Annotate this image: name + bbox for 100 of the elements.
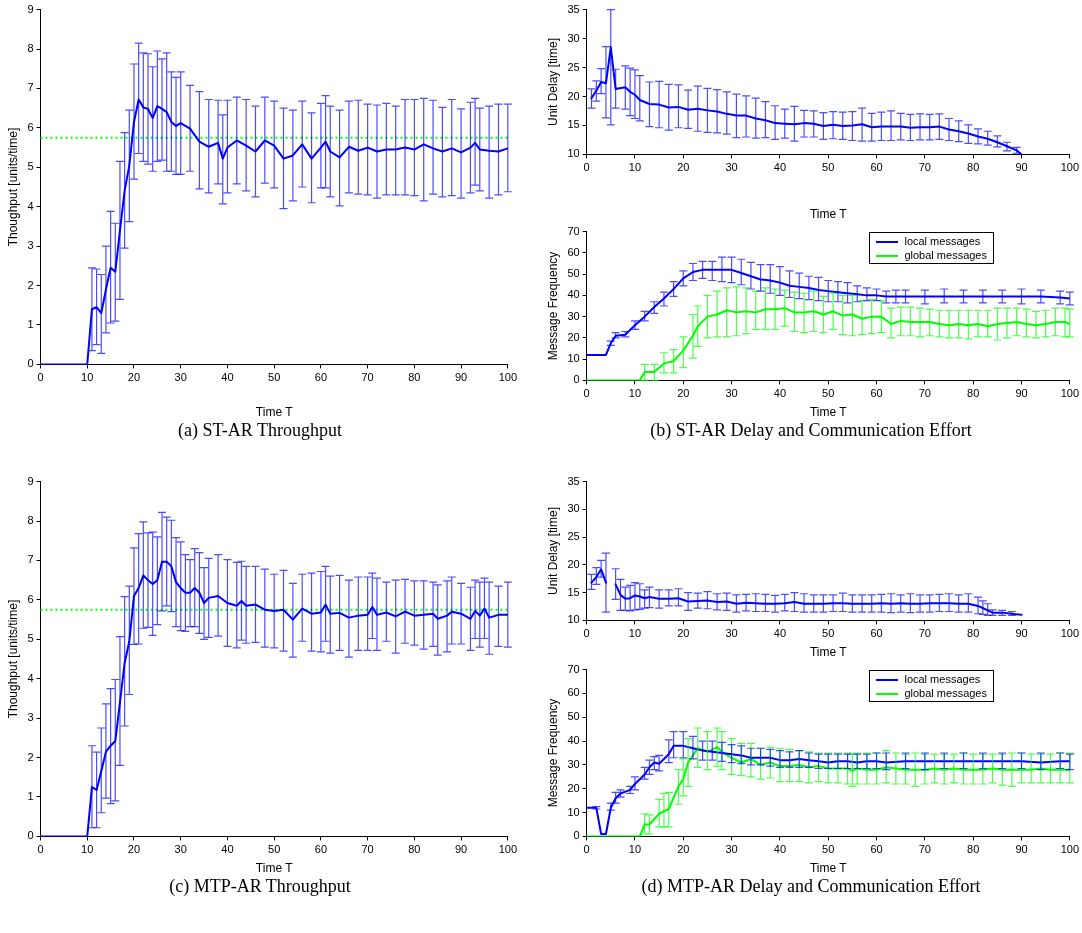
x-tick-label: 100 <box>1060 627 1079 640</box>
x-tick-label: 70 <box>918 387 931 400</box>
text: (d) MTP-AR Delay and Communication Effort <box>640 876 982 897</box>
x-tick-label: 10 <box>628 627 642 640</box>
x-tick-label: 40 <box>773 627 787 640</box>
legend-label: global messages <box>904 687 987 699</box>
y-tick-label: 1 <box>27 318 34 331</box>
y-tick-label: 8 <box>27 514 34 527</box>
legend-label: local messages <box>904 673 981 685</box>
y-axis-title: Unit Delay [time] <box>545 37 560 127</box>
y-tick-label: 20 <box>567 557 580 570</box>
y-tick-label: 2 <box>27 278 34 291</box>
y-tick-label: 5 <box>27 160 34 173</box>
x-tick-label: 80 <box>967 843 980 856</box>
x-tick-label: 90 <box>1015 843 1028 856</box>
y-tick-label: 60 <box>567 686 580 699</box>
x-tick-label: 100 <box>498 843 517 856</box>
x-axis-title: Time T <box>255 861 294 876</box>
y-tick-label: 6 <box>27 120 34 133</box>
x-tick-label: 90 <box>454 371 468 384</box>
x-tick-label: 50 <box>822 161 835 174</box>
y-tick-label: 50 <box>567 267 580 280</box>
x-tick-label: 0 <box>583 387 590 400</box>
x-tick-label: 70 <box>361 371 374 384</box>
x-axis-title: Time T <box>255 405 294 420</box>
x-tick-label: 70 <box>918 627 931 640</box>
x-tick-label: 80 <box>967 161 980 174</box>
text: (b) ST-AR Delay and Communication Effort <box>649 420 973 441</box>
y-tick-label: 30 <box>567 502 580 515</box>
y-tick-label: 25 <box>567 60 580 73</box>
x-tick-label: 0 <box>583 161 590 174</box>
x-tick-label: 70 <box>918 161 931 174</box>
x-tick-label: 20 <box>677 161 690 174</box>
x-tick-label: 90 <box>454 843 468 856</box>
y-axis-title: Thoughput [units/time] <box>5 127 20 247</box>
x-tick-label: 0 <box>583 627 590 640</box>
y-tick-label: 10 <box>567 805 580 818</box>
x-axis-title: Time T <box>809 207 848 222</box>
legend-label: global messages <box>904 249 987 261</box>
y-tick-label: 6 <box>27 592 34 605</box>
y-tick-label: 7 <box>27 81 34 94</box>
y-tick-label: 15 <box>567 118 580 131</box>
y-tick-label: 10 <box>567 352 580 365</box>
y-axis-title: Message Frequency <box>545 698 560 808</box>
x-tick-label: 60 <box>870 387 883 400</box>
y-tick-label: 60 <box>567 245 580 258</box>
y-tick-label: 70 <box>567 662 580 675</box>
y-axis-title: Thoughput [units/time] <box>5 599 20 719</box>
y-tick-label: 0 <box>573 829 580 842</box>
y-tick-label: 40 <box>567 734 580 747</box>
x-tick-label: 40 <box>773 387 787 400</box>
x-tick-label: 80 <box>408 843 421 856</box>
x-tick-label: 30 <box>725 161 738 174</box>
x-tick-label: 50 <box>822 387 835 400</box>
x-tick-label: 100 <box>1060 387 1079 400</box>
y-tick-label: 5 <box>27 632 34 645</box>
x-tick-label: 40 <box>221 843 234 856</box>
x-tick-label: 50 <box>268 371 281 384</box>
y-tick-label: 20 <box>567 781 580 794</box>
x-tick-label: 70 <box>918 843 931 856</box>
y-tick-label: 15 <box>567 585 580 598</box>
x-tick-label: 30 <box>725 387 738 400</box>
x-tick-label: 50 <box>822 843 835 856</box>
y-tick-label: 8 <box>27 42 34 55</box>
x-tick-label: 60 <box>870 627 883 640</box>
x-tick-label: 50 <box>822 627 835 640</box>
x-tick-label: 80 <box>967 387 980 400</box>
y-tick-label: 30 <box>567 31 580 44</box>
x-tick-label: 20 <box>127 843 141 856</box>
text: (c) MTP-AR Throughput <box>168 876 352 897</box>
y-axis-title: Message Frequency <box>545 251 560 361</box>
y-tick-label: 0 <box>27 357 34 370</box>
x-tick-label: 10 <box>81 843 94 856</box>
x-tick-label: 90 <box>1015 627 1028 640</box>
x-tick-label: 30 <box>174 843 187 856</box>
y-tick-label: 20 <box>567 330 580 343</box>
x-tick-label: 80 <box>408 371 421 384</box>
y-tick-label: 35 <box>567 474 580 487</box>
y-tick-label: 70 <box>567 224 580 237</box>
x-tick-label: 20 <box>127 371 141 384</box>
x-tick-label: 20 <box>677 627 690 640</box>
y-tick-label: 10 <box>567 613 580 626</box>
y-tick-label: 50 <box>567 710 580 723</box>
x-tick-label: 70 <box>361 843 374 856</box>
x-tick-label: 90 <box>1015 161 1028 174</box>
y-tick-label: 30 <box>567 757 580 770</box>
x-tick-label: 60 <box>870 843 883 856</box>
y-tick-label: 9 <box>27 2 34 15</box>
x-tick-label: 60 <box>314 843 328 856</box>
legend-label: local messages <box>904 235 981 247</box>
x-tick-label: 90 <box>1015 387 1028 400</box>
x-axis-title: Time T <box>809 861 848 876</box>
y-tick-label: 0 <box>27 829 34 842</box>
x-axis-title: Time T <box>809 645 848 660</box>
x-tick-label: 100 <box>1060 161 1079 174</box>
y-tick-label: 4 <box>27 671 34 684</box>
x-tick-label: 10 <box>628 843 642 856</box>
x-tick-label: 60 <box>870 161 883 174</box>
y-tick-label: 9 <box>27 474 34 487</box>
x-tick-label: 10 <box>628 161 642 174</box>
